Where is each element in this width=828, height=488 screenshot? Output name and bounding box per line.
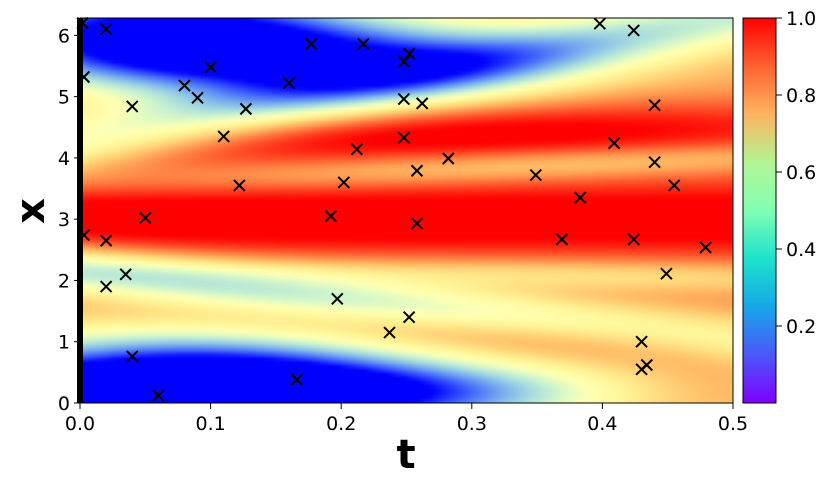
marker-x [529,168,543,182]
marker-x [337,176,351,189]
marker-x [304,37,318,51]
marker-x [324,209,337,223]
marker-x [648,98,661,112]
x-tick-label: 0.1 [195,413,225,435]
marker-x [635,335,648,348]
marker-x [152,389,165,402]
y-axis-label: x [8,198,54,224]
y-tick-label: 3 [58,209,70,231]
marker-x [699,241,712,254]
marker-x [119,268,132,281]
marker-x [217,130,230,143]
marker-x [126,350,139,363]
marker-x [593,17,606,30]
marker-x [204,60,217,74]
y-axis-ticks: 0 1 2 3 4 5 6 [58,25,80,415]
plot-frame [79,17,734,404]
marker-x [402,311,416,324]
colorbar-tick-label: 0.8 [786,85,816,107]
heatmap-field [80,18,733,403]
marker-x [415,97,429,110]
collocation-markers [76,16,712,402]
marker-x [402,47,416,60]
x-axis-label: t [396,432,415,478]
marker-x [607,136,621,150]
marker-x [99,280,113,293]
marker-x [635,363,648,376]
x-tick-label: 0.0 [65,413,95,435]
marker-x [410,217,424,230]
marker-x [627,24,640,37]
x-tick-label: 0.3 [457,413,487,435]
marker-x [397,55,411,68]
marker-x [357,37,370,51]
colorbar [742,17,777,404]
colorbar-tick-label: 0.2 [786,316,816,338]
x-tick-label: 0.2 [326,413,356,435]
marker-x [648,155,661,169]
marker-x [178,79,191,92]
heatmap-image [80,18,733,403]
marker-x [442,152,455,165]
colorbar-tick-label: 0.4 [786,239,816,261]
marker-x [573,191,587,204]
colorbar-ticks: 0.2 0.4 0.6 0.8 1.0 [776,8,816,338]
marker-x [282,76,296,90]
marker-x [397,131,411,144]
y-tick-label: 1 [58,332,70,354]
marker-x [126,100,139,113]
marker-x [660,267,673,280]
y-tick-label: 5 [58,87,70,109]
marker-x [139,211,152,225]
colorbar-tick-label: 0.6 [786,162,816,184]
marker-x [627,233,640,246]
marker-x [350,143,364,156]
y-tick-label: 2 [58,270,70,292]
x-tick-label: 0.4 [587,413,617,435]
marker-x [410,164,424,177]
y-tick-label: 0 [58,393,70,415]
y-tick-label: 4 [58,148,70,170]
marker-x [555,233,569,246]
marker-x [233,179,246,192]
marker-x [76,16,89,30]
y-tick-label: 6 [58,25,70,47]
marker-x [239,102,253,116]
marker-x [383,326,396,339]
marker-x [99,234,113,247]
marker-x [397,92,411,106]
x-tick-label: 0.5 [718,413,748,435]
colorbar-tick-label: 1.0 [786,8,816,30]
marker-x [668,179,681,192]
marker-x [99,23,113,36]
marker-x [331,292,344,306]
marker-x [290,373,304,386]
marker-x [191,91,204,105]
x-axis-ticks: 0.0 0.1 0.2 0.3 0.4 0.5 [65,403,748,435]
